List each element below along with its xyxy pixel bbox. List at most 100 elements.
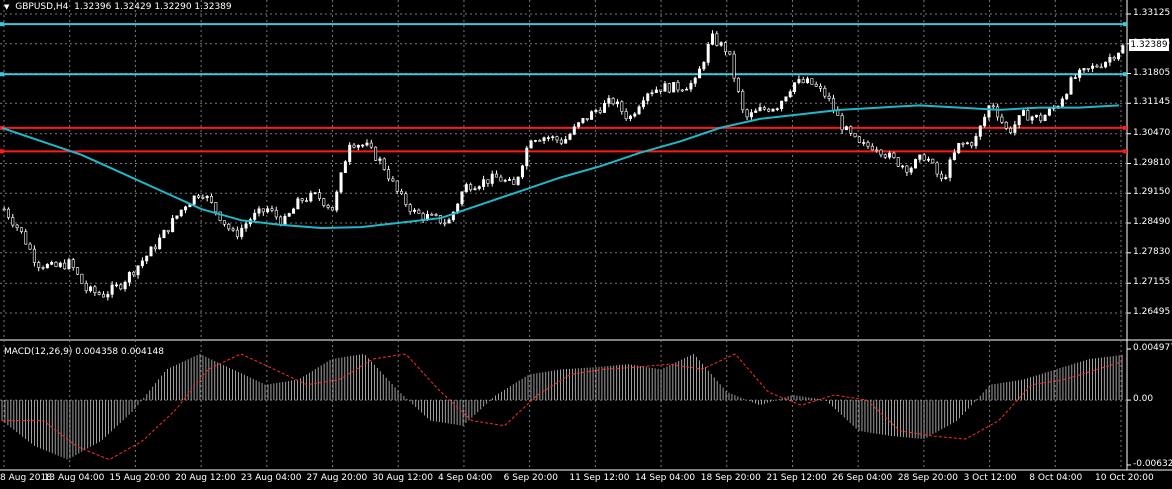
candle-body — [788, 91, 792, 98]
candle-body — [305, 200, 309, 202]
candle-body — [179, 209, 183, 217]
candle-body — [603, 103, 607, 113]
candle-body — [1091, 65, 1095, 69]
candle-body — [244, 223, 248, 229]
candle-body — [806, 78, 810, 84]
candle-body — [67, 259, 71, 270]
candle-body — [538, 140, 542, 142]
candle-body — [352, 144, 356, 148]
candle-body — [551, 136, 555, 139]
candle-body — [767, 108, 771, 112]
candle-body — [266, 208, 270, 213]
candle-body — [572, 126, 576, 135]
candle-body — [1104, 61, 1108, 68]
candle-body — [222, 220, 226, 225]
candle-body — [728, 51, 732, 55]
candle-body — [831, 98, 835, 111]
candle-body — [996, 106, 1000, 118]
candle-body — [1034, 114, 1038, 118]
collapse-triangle-icon[interactable]: ▼ — [4, 3, 10, 11]
candle-body — [659, 89, 663, 92]
candle-body — [404, 193, 408, 205]
candle-body — [685, 88, 689, 91]
candle-body — [568, 134, 572, 140]
candle-body — [775, 108, 779, 110]
candle-body — [1099, 66, 1103, 69]
candle-body — [395, 180, 399, 192]
candle-body — [598, 109, 602, 113]
candle-body — [495, 173, 499, 178]
candle-body — [650, 92, 654, 95]
candle-body — [879, 149, 883, 156]
candle-body — [287, 213, 291, 217]
candle-body — [1000, 116, 1004, 123]
candle-body — [408, 204, 412, 212]
candle-body — [853, 133, 857, 138]
time-axis-label: 27 Aug 20:00 — [306, 473, 368, 483]
price-axis-label: 1.26495 — [1133, 307, 1171, 317]
candle-body — [313, 192, 317, 194]
candle-body — [914, 159, 918, 169]
candle-body — [676, 82, 680, 91]
candle-body — [76, 267, 80, 275]
price-axis-label: 1.31145 — [1133, 97, 1171, 108]
candle-body — [1069, 77, 1073, 95]
candle-body — [89, 286, 93, 292]
candle-body — [460, 191, 464, 205]
candle-body — [909, 167, 913, 173]
candle-body — [689, 82, 693, 90]
candle-body — [184, 206, 188, 211]
candle-body — [525, 147, 529, 167]
candle-body — [114, 284, 118, 287]
candle-body — [801, 79, 805, 84]
time-axis-label: 13 Aug 04:00 — [43, 473, 105, 483]
candle-body — [857, 136, 861, 143]
candle-body — [1121, 45, 1125, 54]
candle-body — [529, 140, 533, 149]
candle-body — [317, 192, 321, 199]
time-axis-label: 20 Aug 12:00 — [175, 473, 236, 483]
candle-body — [939, 173, 943, 179]
candle-body — [361, 144, 365, 147]
time-axis-label: 30 Aug 12:00 — [372, 473, 433, 483]
candle-body — [546, 137, 550, 139]
candle-body — [482, 179, 486, 187]
candle-body — [957, 142, 961, 154]
candle-body — [270, 208, 274, 211]
candle-body — [926, 158, 930, 161]
candle-body — [749, 112, 753, 118]
time-axis-label: 4 Sep 04:00 — [437, 473, 493, 483]
candle-body — [227, 223, 231, 230]
candle-body — [991, 105, 995, 108]
candle-body — [382, 158, 386, 170]
time-axis-label: 8 Aug 2018 — [0, 473, 52, 483]
candle-body — [961, 142, 965, 145]
resistance-line-handle — [0, 22, 4, 27]
candle-body — [253, 212, 257, 220]
candle-body — [516, 176, 520, 185]
candle-body — [983, 116, 987, 127]
resistance-line-handle — [1123, 22, 1127, 27]
candle-body — [555, 136, 559, 141]
resistance-line-handle — [1123, 72, 1127, 77]
candle-body — [624, 111, 628, 119]
candle-body — [533, 140, 537, 142]
candle-body — [28, 243, 32, 250]
candle-body — [63, 262, 67, 270]
candle-body — [581, 118, 585, 123]
macd-header: MACD(12,26,9) 0.004358 0.004148 — [4, 347, 164, 357]
candle-body — [762, 107, 766, 110]
candle-body — [784, 96, 788, 102]
candle-body — [732, 53, 736, 79]
candle-body — [6, 208, 10, 218]
candle-body — [741, 91, 745, 111]
candle-body — [1039, 114, 1043, 122]
time-axis-label: 6 Sep 20:00 — [503, 473, 558, 483]
candle-body — [343, 161, 347, 173]
candle-body — [1047, 108, 1051, 116]
candle-body — [719, 42, 723, 46]
candle-body — [698, 68, 702, 79]
macd-axis-label: 0.00 — [1133, 394, 1154, 405]
